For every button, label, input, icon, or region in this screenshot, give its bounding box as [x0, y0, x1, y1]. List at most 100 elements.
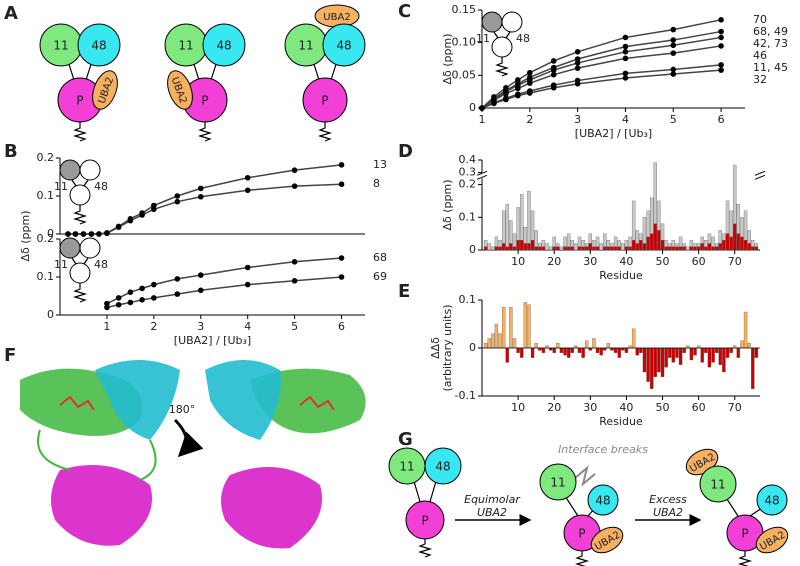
bar — [725, 347, 730, 358]
x-tick-label: 50 — [656, 255, 670, 268]
bar — [566, 246, 571, 251]
tail — [494, 57, 510, 77]
x-tick-label: 1 — [479, 113, 486, 126]
ub-middle-label: 48 — [216, 39, 231, 53]
bar — [751, 347, 755, 389]
ub-proximal-label: P — [76, 94, 83, 108]
note: Interface breaks — [558, 443, 648, 456]
bar — [494, 323, 499, 349]
bar — [527, 243, 531, 251]
data-point — [197, 287, 204, 294]
data-point — [622, 34, 629, 41]
series-label: 13 — [373, 158, 387, 171]
bar — [671, 347, 676, 363]
x-axis-label: [UBA2] / [Ub₃] — [174, 334, 251, 347]
x-tick-label: 70 — [728, 255, 742, 268]
data-point — [622, 70, 629, 77]
ub-proximal-label: P — [421, 514, 428, 528]
bar — [678, 347, 683, 365]
bar — [740, 340, 744, 349]
data-point — [88, 231, 95, 237]
bar — [642, 243, 647, 251]
x-tick-label: 3 — [574, 113, 581, 126]
bar — [668, 347, 672, 358]
x-tick-label: 50 — [656, 401, 670, 414]
bar — [613, 246, 618, 251]
bar — [743, 311, 748, 349]
bar — [483, 343, 488, 349]
x-axis-label: Residue — [599, 269, 643, 282]
data-point — [622, 43, 629, 50]
bar — [509, 307, 513, 349]
bar — [520, 240, 524, 251]
arrow-label: UBA2 — [477, 506, 507, 519]
bar — [556, 246, 560, 251]
ub-middle — [322, 23, 366, 67]
inset-label: 48 — [94, 258, 108, 271]
panel-label: F — [4, 345, 16, 366]
ub-middle — [587, 484, 619, 516]
ub-middle — [202, 23, 246, 67]
bar — [595, 246, 600, 251]
bar — [700, 243, 704, 251]
panel-g-arrows — [455, 465, 702, 526]
ub-middle — [77, 23, 121, 67]
tail — [574, 550, 590, 566]
y-tick-label: 0.10 — [452, 36, 477, 49]
bar — [686, 246, 690, 251]
bar — [577, 246, 582, 251]
bar — [729, 347, 733, 353]
data-point — [174, 198, 181, 205]
ub-distal-label: 11 — [399, 460, 414, 474]
y-axis-label: Δδ (ppm) — [441, 179, 454, 230]
data-point — [65, 231, 71, 237]
data-point — [622, 55, 629, 62]
bar — [678, 246, 683, 251]
bar — [574, 243, 578, 251]
ub-middle — [756, 484, 788, 516]
y-tick-label: 0.15 — [452, 3, 477, 16]
bar — [509, 243, 513, 251]
linker — [505, 31, 511, 39]
panel-label: E — [398, 281, 410, 302]
data-point — [96, 231, 102, 237]
fit-line — [481, 30, 722, 109]
x-tick-label: 60 — [692, 401, 706, 414]
y-tick-label: 0 — [469, 341, 476, 354]
bar — [541, 246, 546, 251]
bar — [675, 246, 679, 251]
bar — [505, 204, 509, 251]
x-axis-label: Residue — [599, 415, 643, 428]
bar — [664, 246, 668, 251]
bar — [570, 246, 574, 251]
bar — [718, 243, 722, 251]
bar — [736, 347, 741, 358]
bar — [646, 347, 650, 382]
data-point — [291, 278, 298, 284]
data-point — [127, 217, 134, 224]
arrow-label: Excess — [649, 493, 687, 506]
data-point — [338, 255, 345, 261]
bar — [592, 246, 596, 251]
data-point — [197, 272, 204, 278]
bar — [722, 240, 726, 251]
bar — [523, 243, 528, 251]
uba2-label: UBA2 — [323, 12, 350, 23]
bar — [707, 347, 712, 368]
bar — [498, 333, 502, 349]
fit-line — [481, 64, 722, 109]
inset-ub-middle — [501, 11, 523, 33]
inset-label: 11 — [54, 180, 68, 193]
bar — [599, 347, 603, 356]
y-tick-label: 0 — [47, 227, 54, 240]
bar — [650, 347, 654, 389]
data-point — [244, 187, 251, 194]
data-point — [670, 26, 677, 33]
bar — [714, 347, 719, 353]
bar — [494, 246, 499, 251]
y-tick-label: 0.1 — [459, 210, 477, 223]
bar — [660, 347, 665, 377]
bar — [743, 240, 748, 251]
ub-proximal-label: P — [201, 94, 208, 108]
x-tick-label: 4 — [244, 320, 251, 333]
